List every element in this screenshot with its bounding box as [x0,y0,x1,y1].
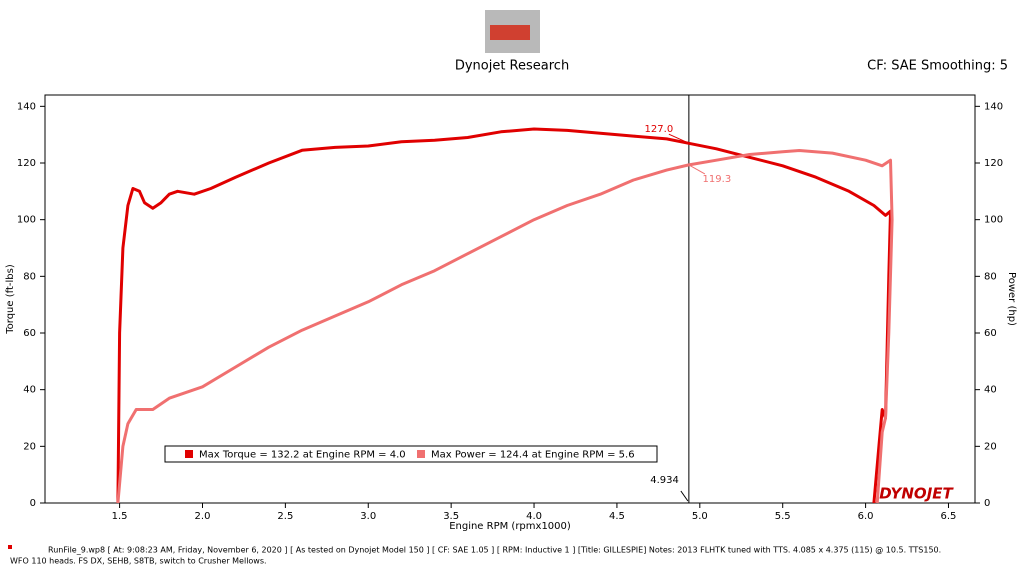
x-tick-label: 3.5 [443,511,459,522]
cursor-arrow [680,490,689,502]
y2-tick-label: 40 [984,385,997,396]
bike-photo-detail [490,25,530,40]
legend-swatch [185,450,193,458]
y-tick-label: 0 [30,498,36,509]
x-tick-label: 2.0 [195,511,211,522]
legend [164,445,658,463]
cursor-pointer [688,164,706,175]
header-title: Dynojet Research [455,59,569,74]
y2-tick-label: 140 [984,101,1003,112]
footer-line: WFO 110 heads. FS DX, SEHB, S8TB, switch… [10,557,267,566]
x-tick-label: 2.5 [277,511,293,522]
cursor-label: 4.934 [650,475,679,486]
cursor-value: 119.3 [703,174,732,185]
x-tick-label: 5.5 [775,511,791,522]
y2-tick-label: 100 [984,215,1003,226]
cursor-pointer [668,133,690,144]
legend-swatch [417,450,425,458]
x-tick-label: 4.5 [609,511,625,522]
x-tick-label: 1.5 [112,511,128,522]
x-tick-label: 4.0 [526,511,542,522]
footer-line: RunFile_9.wp8 [ At: 9:08:23 AM, Friday, … [48,546,941,555]
y-tick-label: 20 [23,441,36,452]
series-line [116,127,892,504]
y2-tick-label: 0 [984,498,990,509]
y-axis-title: Torque (ft-lbs) [5,264,16,335]
x-tick-label: 5.0 [692,511,708,522]
logo: DYNOJET [879,485,954,503]
cursor-value: 127.0 [645,124,674,135]
y2-tick-label: 60 [984,328,997,339]
y2-tick-label: 80 [984,271,997,282]
y2-axis-title: Power (hp) [1006,272,1017,326]
header-right: CF: SAE Smoothing: 5 [867,59,1008,74]
x-axis-title: Engine RPM (rpmx1000) [449,521,571,532]
legend-label: Max Power = 124.4 at Engine RPM = 5.6 [431,450,635,461]
y2-tick-label: 120 [984,158,1003,169]
x-tick-label: 6.0 [858,511,874,522]
y-tick-label: 60 [23,328,36,339]
y-tick-label: 100 [17,215,36,226]
y-tick-label: 40 [23,385,36,396]
legend-label: Max Torque = 132.2 at Engine RPM = 4.0 [199,450,406,461]
x-tick-label: 6.5 [941,511,957,522]
y-tick-label: 120 [17,158,36,169]
y-tick-label: 140 [17,101,36,112]
footer-marker [8,545,12,549]
series-line [116,149,894,504]
plot-frame [44,94,976,504]
x-tick-label: 3.0 [360,511,376,522]
y2-tick-label: 20 [984,441,997,452]
y-tick-label: 80 [23,271,36,282]
